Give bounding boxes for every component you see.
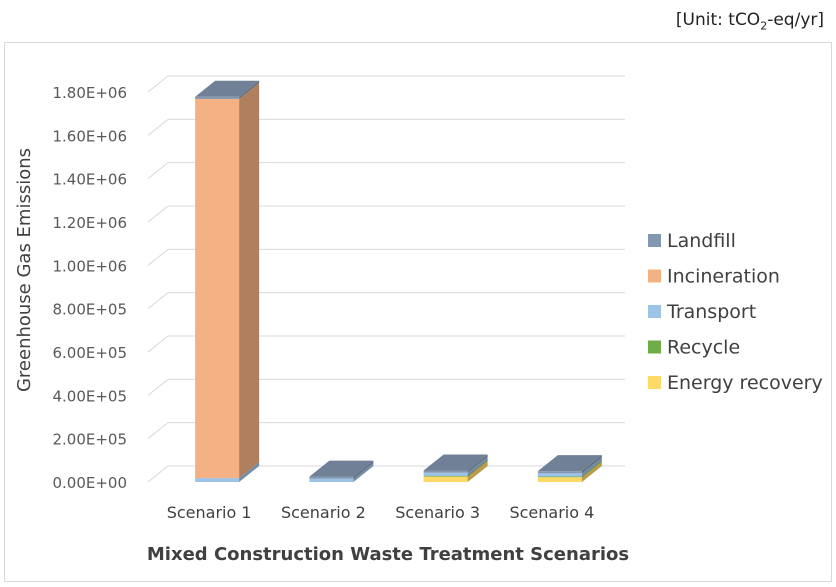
bar-stack-4: [537, 455, 602, 482]
bar-stack-3: [423, 454, 488, 482]
chart-frame: [4, 42, 832, 582]
y-tick-label: 0.00E+00: [52, 474, 127, 492]
y-tick-label: 1.60E+06: [52, 127, 127, 145]
grid-diagonal: [147, 422, 169, 440]
grid-diagonal: [147, 292, 169, 310]
bar-top-2: [309, 460, 374, 477]
bar-stack-2: [309, 460, 374, 482]
bar-transport-3-side: [467, 456, 488, 476]
unit-label: [Unit: tCO2-eq/yr]: [675, 10, 824, 33]
grid-diagonal: [147, 378, 169, 396]
y-tick-label: 1.80E+06: [52, 84, 127, 102]
bar-landfill-3: [423, 470, 468, 473]
y-tick-label: 2.00E+05: [52, 431, 127, 449]
bars-layer: [195, 80, 602, 482]
grid-diagonal: [147, 248, 169, 266]
bar-top-1: [195, 80, 260, 97]
grid-diagonal: [147, 465, 169, 483]
legend-label: Landfill: [667, 230, 736, 252]
bar-transport-1-side: [239, 462, 260, 482]
bar-top-4: [537, 455, 602, 472]
grid-diagonal: [147, 335, 169, 353]
grid-diagonal: [147, 162, 169, 180]
x-tick-label: Scenario 2: [281, 503, 366, 522]
y-tick-label: 1.00E+06: [52, 257, 127, 275]
y-tick-label: 4.00E+05: [52, 387, 127, 405]
legend-swatch: [648, 305, 661, 318]
axis-layer: 0.00E+00 2.00E+05 4.00E+05 6.00E+05 8.00E+05…: [52, 84, 594, 522]
legend-swatch: [648, 376, 661, 389]
x-tick-label: Scenario 4: [509, 503, 594, 522]
grid-diagonal: [147, 118, 169, 136]
legend-swatch: [648, 340, 661, 354]
legend: Landfill Incineration Transport Recycle Ener…: [648, 230, 823, 394]
bar-incineration-1: [195, 98, 240, 479]
bar-landfill-4: [537, 471, 582, 474]
bar-transport-2-side: [353, 462, 374, 482]
bar-incineration-1-side: [239, 82, 260, 479]
x-tick-label: Scenario 1: [167, 503, 252, 522]
bar-transport-2: [309, 478, 354, 482]
legend-label: Transport: [666, 301, 756, 323]
bar-transport-3: [423, 472, 468, 476]
bar-energy-recovery-3: [423, 476, 468, 482]
y-axis-title: Greenhouse Gas Emissions: [14, 148, 35, 392]
legend-swatch: [648, 269, 661, 283]
x-tick-label: Scenario 3: [395, 503, 480, 522]
y-tick-label: 1.20E+06: [52, 214, 127, 232]
y-tick-label: 1.40E+06: [52, 171, 127, 189]
bar-landfill-1: [195, 96, 240, 99]
legend-label: Recycle: [667, 337, 740, 359]
bar-top-3: [423, 454, 488, 471]
bar-energy-recovery-4-side: [581, 461, 602, 482]
bar-energy-recovery-3-side: [467, 460, 488, 482]
grid-diagonal: [147, 75, 169, 93]
bar-transport-4: [537, 473, 582, 477]
y-tick-label: 8.00E+05: [52, 301, 127, 319]
bar-landfill-3-side: [467, 454, 488, 473]
grid-diagonal: [147, 205, 169, 223]
y-tick-label: 6.00E+05: [52, 344, 127, 362]
bar-landfill-2: [309, 476, 354, 479]
bar-energy-recovery-4: [537, 477, 582, 482]
bar-landfill-1-side: [239, 80, 260, 99]
legend-label: Energy recovery: [667, 372, 823, 394]
bar-transport-4-side: [581, 457, 602, 477]
bar-landfill-4-side: [581, 455, 602, 474]
bar-stack-1: [195, 80, 260, 482]
legend-label: Incineration: [667, 266, 780, 288]
legend-swatch: [648, 234, 661, 247]
x-axis-title: Mixed Construction Waste Treatment Scena…: [147, 544, 629, 565]
bar-landfill-2-side: [353, 460, 374, 479]
bar-transport-1: [195, 478, 240, 482]
